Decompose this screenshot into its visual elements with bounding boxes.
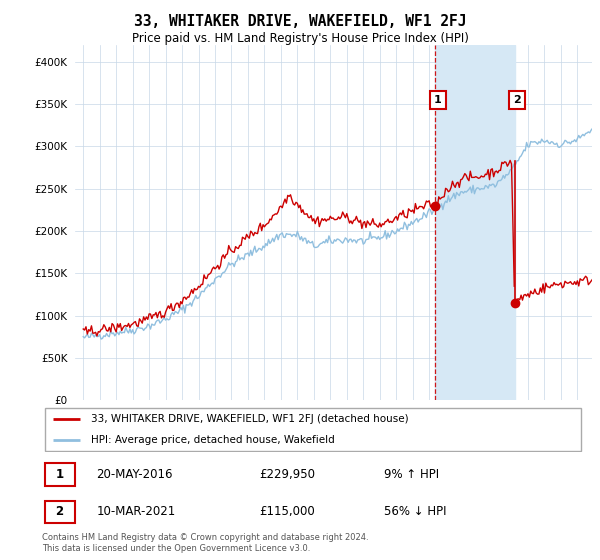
- Text: 1: 1: [434, 95, 442, 105]
- Text: 9% ↑ HPI: 9% ↑ HPI: [384, 468, 439, 481]
- Text: Contains HM Land Registry data © Crown copyright and database right 2024.
This d: Contains HM Land Registry data © Crown c…: [42, 533, 368, 553]
- Text: HPI: Average price, detached house, Wakefield: HPI: Average price, detached house, Wake…: [91, 435, 335, 445]
- Text: £115,000: £115,000: [259, 506, 315, 519]
- FancyBboxPatch shape: [45, 501, 74, 524]
- Text: 20-MAY-2016: 20-MAY-2016: [97, 468, 173, 481]
- Text: 33, WHITAKER DRIVE, WAKEFIELD, WF1 2FJ: 33, WHITAKER DRIVE, WAKEFIELD, WF1 2FJ: [134, 14, 466, 29]
- Text: 2: 2: [513, 95, 521, 105]
- Text: 10-MAR-2021: 10-MAR-2021: [97, 506, 176, 519]
- FancyBboxPatch shape: [45, 408, 581, 451]
- Text: 33, WHITAKER DRIVE, WAKEFIELD, WF1 2FJ (detached house): 33, WHITAKER DRIVE, WAKEFIELD, WF1 2FJ (…: [91, 414, 409, 424]
- Text: £229,950: £229,950: [259, 468, 315, 481]
- Bar: [436, 45, 515, 400]
- Text: 2: 2: [56, 506, 64, 519]
- Text: 56% ↓ HPI: 56% ↓ HPI: [384, 506, 446, 519]
- Text: Price paid vs. HM Land Registry's House Price Index (HPI): Price paid vs. HM Land Registry's House …: [131, 32, 469, 45]
- Text: 1: 1: [56, 468, 64, 481]
- FancyBboxPatch shape: [45, 463, 74, 486]
